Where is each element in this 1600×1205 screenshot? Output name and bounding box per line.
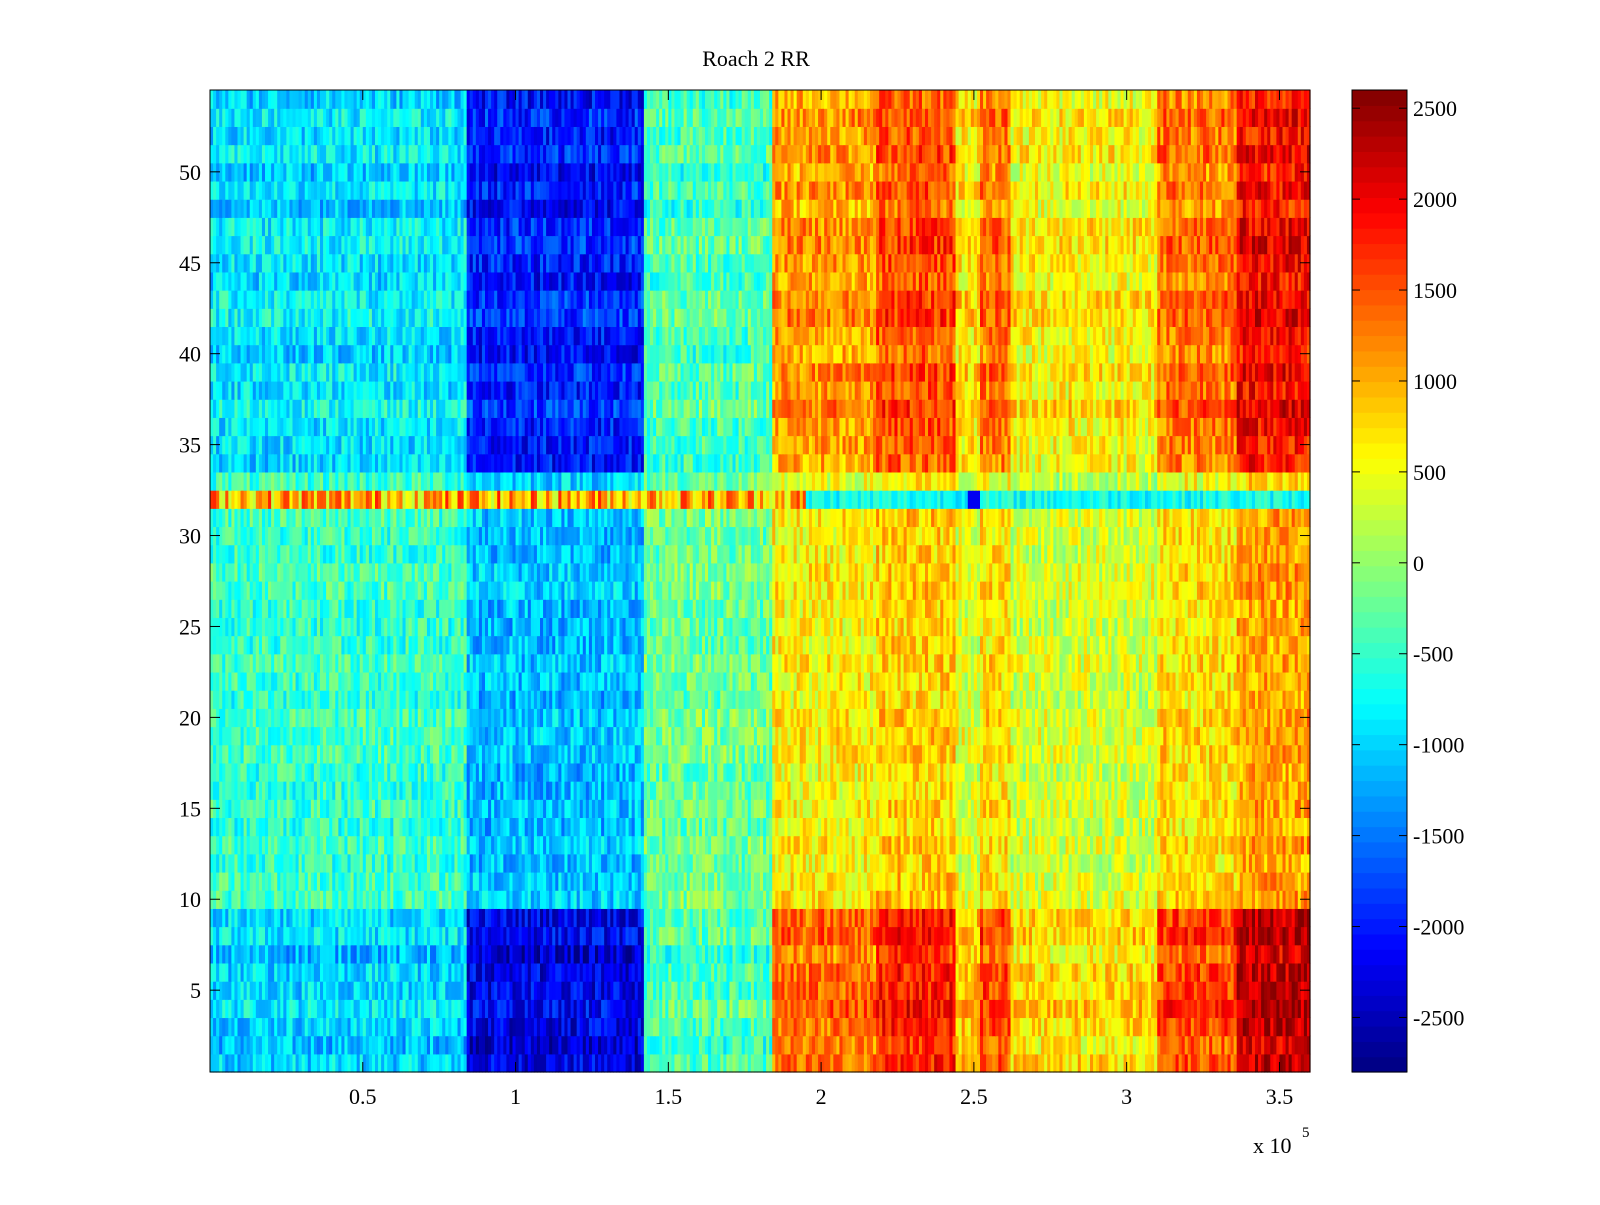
heatmap-cells xyxy=(210,90,1311,1073)
figure: Roach 2 RR -2500 -2000 -1500 -1000 -500 0 500 1… xyxy=(0,0,1600,1200)
heatmap-figure: Roach 2 RR -2500-2000-1500-1000-50005001… xyxy=(0,0,1600,1200)
chart-title: Roach 2 RR xyxy=(702,46,810,71)
